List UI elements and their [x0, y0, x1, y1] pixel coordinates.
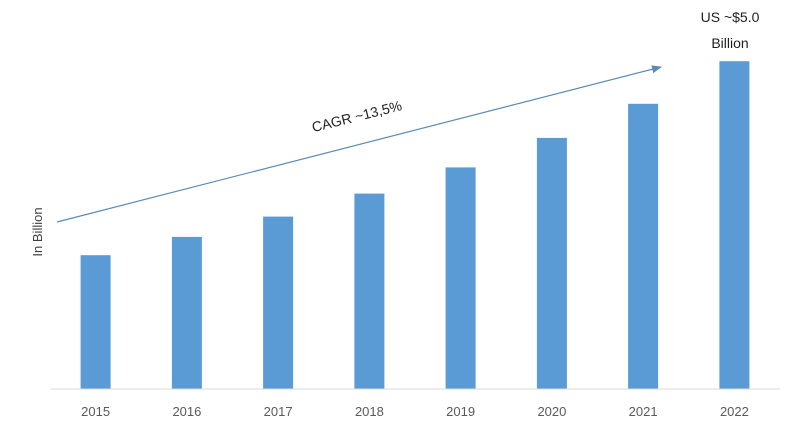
bar-2021 — [628, 103, 659, 390]
x-tick-label-2020: 2020 — [537, 404, 566, 419]
cagr-annotation: CAGR ~13,5% — [310, 97, 403, 135]
bar-2022 — [719, 61, 750, 389]
cagr-trend-arrow — [56, 65, 662, 223]
value-callout-line1: US ~$5.0 — [701, 9, 760, 25]
y-axis-title: In Billion — [30, 207, 45, 256]
bar-2016 — [171, 236, 202, 389]
x-tick-labels: 2015 2016 2017 2018 2019 2020 2021 2022 — [81, 404, 749, 419]
x-tick-label-2017: 2017 — [264, 404, 293, 419]
x-tick-label-2019: 2019 — [446, 404, 475, 419]
bars-group — [80, 61, 750, 390]
bar-2017 — [263, 216, 294, 389]
bar-2018 — [354, 193, 385, 389]
bar-2015 — [80, 255, 111, 389]
x-tick-label-2016: 2016 — [172, 404, 201, 419]
x-tick-label-2015: 2015 — [81, 404, 110, 419]
value-callout-line2: Billion — [711, 35, 748, 51]
x-tick-label-2022: 2022 — [720, 404, 749, 419]
x-tick-label-2018: 2018 — [355, 404, 384, 419]
bar-2019 — [445, 167, 476, 389]
bar-2020 — [536, 137, 567, 389]
x-tick-label-2021: 2021 — [629, 404, 658, 419]
